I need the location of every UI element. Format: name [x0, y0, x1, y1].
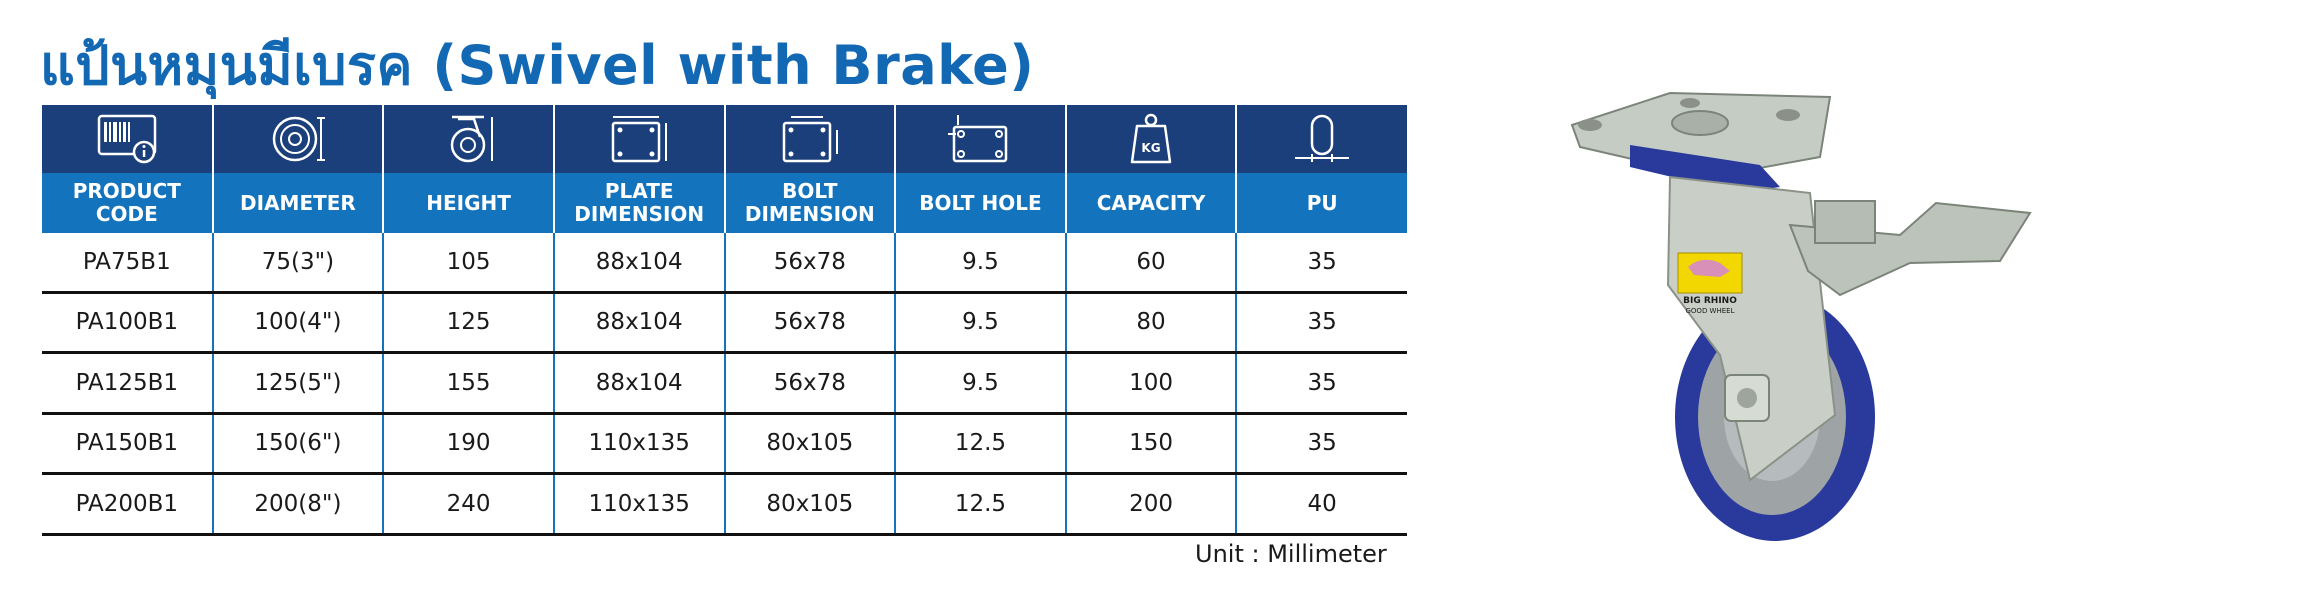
brand-label-line1: BIG RHINO: [1683, 296, 1737, 306]
cell-bolt-dimension: 56x78: [724, 352, 897, 415]
cell-bolt-hole: 9.5: [895, 233, 1067, 294]
capacity-icon-cell: KG: [1065, 105, 1238, 173]
cell-bolt-hole: 9.5: [895, 352, 1067, 415]
header-row: PRODUCT CODE DIAMETER HEIGHT PLATE DIMEN…: [42, 173, 1407, 233]
cell-pu: 35: [1236, 292, 1407, 354]
cell-pu: 35: [1236, 352, 1407, 415]
bolt-dimension-icon: [782, 116, 838, 163]
cell-plate-dimension: 88x104: [553, 292, 726, 354]
cell-bolt-hole: 12.5: [895, 473, 1067, 536]
header-capacity: CAPACITY: [1065, 173, 1238, 233]
table-row: PA75B1 75(3") 105 88x104 56x78 9.5 60 35: [42, 233, 1407, 294]
cell-product-code: PA150B1: [42, 413, 214, 475]
height-icon: [450, 115, 493, 163]
cell-pu: 35: [1236, 413, 1407, 475]
cell-bolt-dimension: 80x105: [724, 473, 897, 536]
unit-note: Unit : Millimeter: [1195, 540, 1387, 568]
plate-dimension-icon-cell: [553, 105, 726, 173]
cell-capacity: 200: [1065, 473, 1238, 536]
capacity-icon: KG: [1130, 113, 1172, 164]
cell-diameter: 75(3"): [212, 233, 385, 294]
cell-plate-dimension: 88x104: [553, 352, 726, 415]
table-row: PA125B1 125(5") 155 88x104 56x78 9.5 100 35: [42, 352, 1407, 415]
icon-row: KG: [42, 105, 1407, 173]
product-code-icon: [97, 114, 157, 164]
header-pu: PU: [1236, 173, 1407, 233]
product-image: BIG RHINO GOOD WHEEL: [1570, 91, 2032, 541]
cell-plate-dimension: 110x135: [553, 473, 726, 536]
cell-height: 105: [383, 233, 555, 294]
cell-capacity: 100: [1065, 352, 1238, 415]
capacity-icon-text: KG: [1141, 141, 1160, 155]
cell-diameter: 100(4"): [212, 292, 385, 354]
cell-bolt-hole: 12.5: [895, 413, 1067, 475]
brand-label-line2: GOOD WHEEL: [1686, 307, 1735, 315]
diameter-icon: [272, 116, 325, 162]
header-height: HEIGHT: [383, 173, 555, 233]
page-title: แป้นหมุนมีเบรค (Swivel with Brake): [40, 34, 1035, 97]
cell-plate-dimension: 88x104: [553, 233, 726, 294]
bolt-hole-icon-cell: [895, 105, 1067, 173]
bolt-hole-icon: [948, 115, 1008, 163]
cell-pu: 35: [1236, 233, 1407, 294]
cell-height: 190: [383, 413, 555, 475]
height-icon-cell: [383, 105, 555, 173]
cell-bolt-dimension: 56x78: [724, 292, 897, 354]
cell-product-code: PA75B1: [42, 233, 214, 294]
header-diameter: DIAMETER: [212, 173, 385, 233]
cell-height: 240: [383, 473, 555, 536]
cell-diameter: 200(8"): [212, 473, 385, 536]
cell-height: 125: [383, 292, 555, 354]
header-plate-dimension: PLATE DIMENSION: [553, 173, 726, 233]
table-row: PA150B1 150(6") 190 110x135 80x105 12.5 150 35: [42, 413, 1407, 475]
header-bolt-dimension: BOLT DIMENSION: [724, 173, 897, 233]
spec-table: KG PRODUCT CODE DIAMETER HEIGHT PLATE DI…: [42, 105, 1407, 536]
cell-pu: 40: [1236, 473, 1407, 536]
product-code-icon-cell: [42, 105, 214, 173]
cell-capacity: 150: [1065, 413, 1238, 475]
cell-bolt-dimension: 56x78: [724, 233, 897, 294]
cell-diameter: 125(5"): [212, 352, 385, 415]
table-row: PA100B1 100(4") 125 88x104 56x78 9.5 80 35: [42, 292, 1407, 354]
cell-height: 155: [383, 352, 555, 415]
pu-icon-cell: [1236, 105, 1407, 173]
diameter-icon-cell: [212, 105, 385, 173]
cell-product-code: PA125B1: [42, 352, 214, 415]
pu-icon: [1295, 114, 1350, 162]
plate-dimension-icon: [611, 116, 668, 163]
table-row: PA200B1 200(8") 240 110x135 80x105 12.5 200 40: [42, 473, 1407, 536]
table-body: PA75B1 75(3") 105 88x104 56x78 9.5 60 35 PA100B1…: [42, 233, 1407, 536]
bolt-dimension-icon-cell: [724, 105, 897, 173]
header-product-code: PRODUCT CODE: [42, 173, 214, 233]
cell-product-code: PA200B1: [42, 473, 214, 536]
cell-capacity: 80: [1065, 292, 1238, 354]
cell-product-code: PA100B1: [42, 292, 214, 354]
cell-bolt-dimension: 80x105: [724, 413, 897, 475]
cell-diameter: 150(6"): [212, 413, 385, 475]
cell-plate-dimension: 110x135: [553, 413, 726, 475]
cell-bolt-hole: 9.5: [895, 292, 1067, 354]
header-bolt-hole: BOLT HOLE: [895, 173, 1067, 233]
cell-capacity: 60: [1065, 233, 1238, 294]
